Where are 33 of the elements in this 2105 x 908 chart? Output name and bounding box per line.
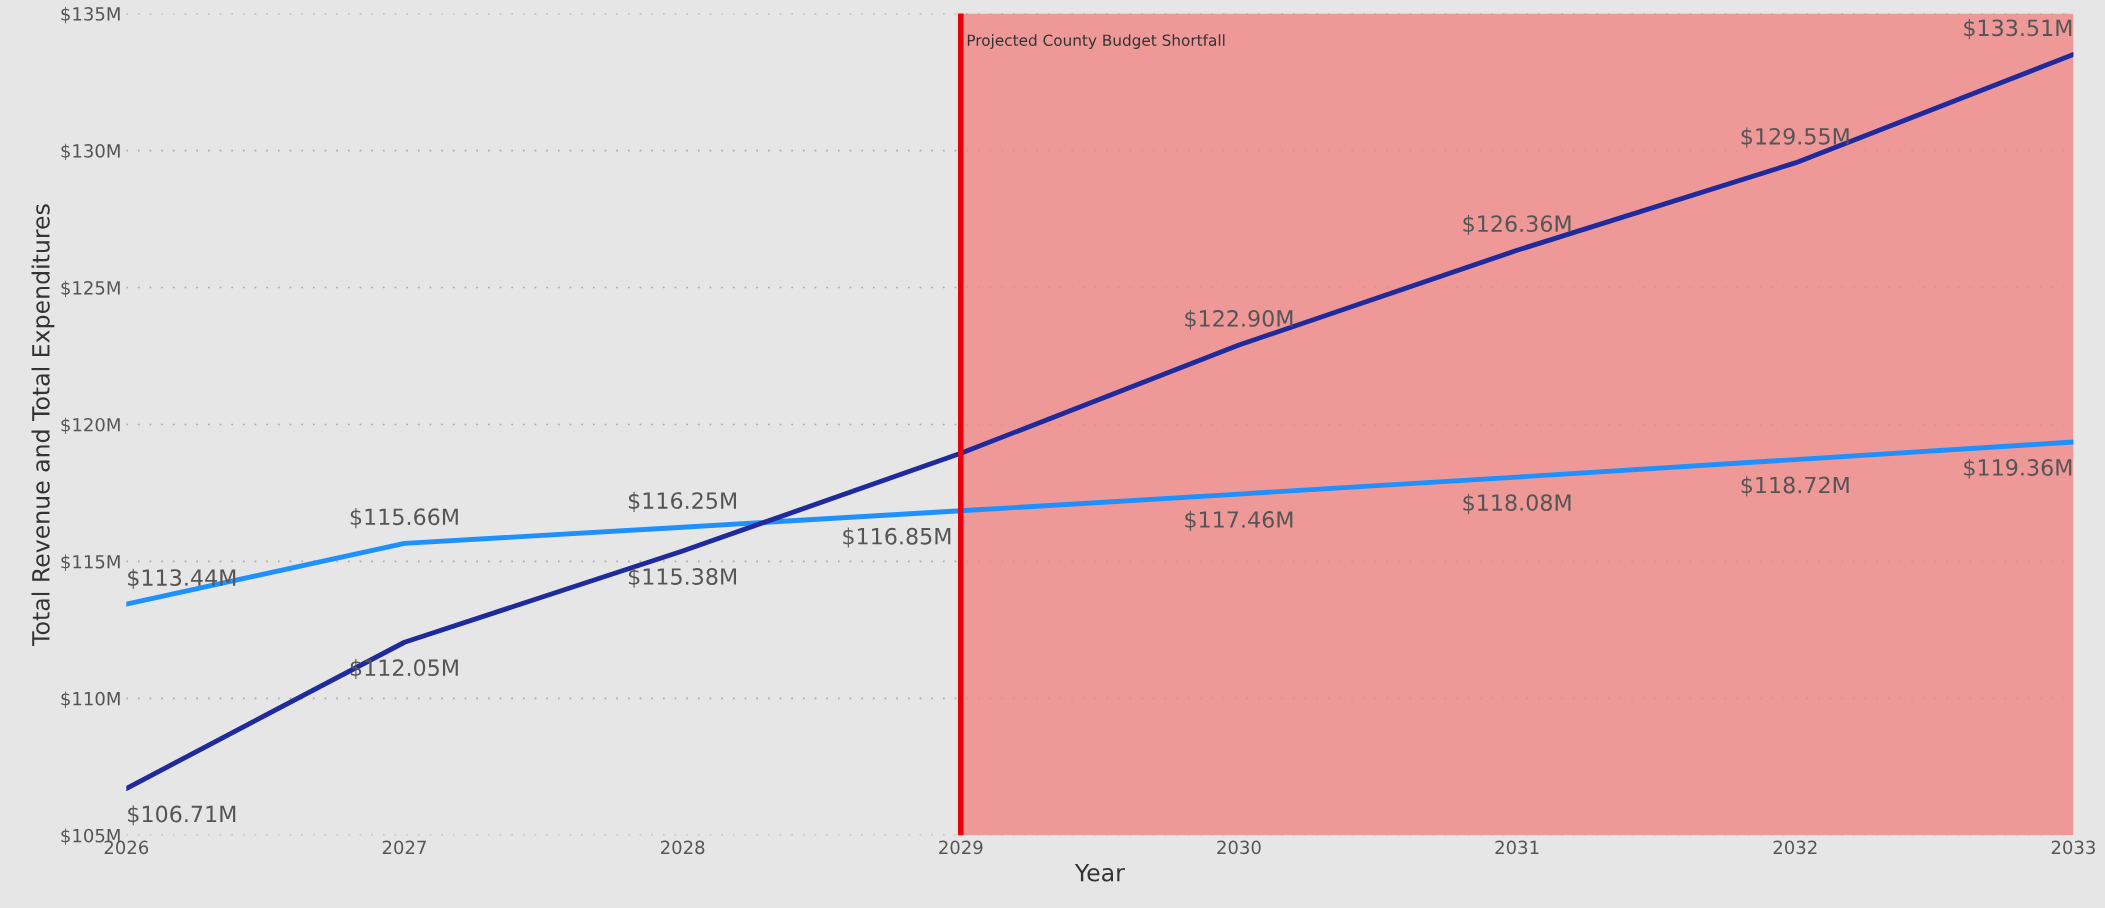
y-tick-label: $120M <box>61 417 120 434</box>
x-axis-title: Year <box>1074 863 1125 882</box>
y-axis-title: Total Revenue and Total Expenditures <box>31 204 55 646</box>
data-label: $126.36M <box>1463 214 1571 236</box>
x-tick-label: 2033 <box>2051 840 2095 855</box>
y-tick-label: $135M <box>61 6 120 24</box>
y-tick-label: $125M <box>61 280 120 298</box>
x-tick-label: 2028 <box>660 840 705 855</box>
data-label: $133.51M <box>1964 19 2072 40</box>
data-label: $118.72M <box>1741 476 1849 497</box>
x-tick-label: 2029 <box>939 840 983 855</box>
data-label: $115.38M <box>628 567 736 588</box>
data-label: $119.36M <box>1964 458 2072 479</box>
data-label: $113.44M <box>128 568 236 589</box>
data-label: $118.08M <box>1463 493 1571 514</box>
data-label: $129.55M <box>1741 127 1849 148</box>
line-series <box>126 52 2074 791</box>
data-label: $116.85M <box>843 527 951 548</box>
band-label: Projected County Budget Shortfall <box>967 34 1225 49</box>
y-tick-label: $115M <box>61 554 120 571</box>
x-tick-label: 2027 <box>382 840 426 855</box>
data-label: $122.90M <box>1185 309 1293 330</box>
data-label: $112.05M <box>350 658 458 680</box>
line-series <box>126 439 2074 607</box>
data-label: $115.66M <box>350 507 458 529</box>
data-label: $106.71M <box>128 805 236 826</box>
y-tick-label: $110M <box>61 691 120 708</box>
x-tick-label: 2030 <box>1217 840 1261 855</box>
x-tick-label: 2031 <box>1495 840 1539 855</box>
x-tick-label: 2032 <box>1773 840 1817 855</box>
y-tick-label: $130M <box>61 143 120 161</box>
data-label: $116.25M <box>628 491 736 512</box>
data-label: $117.46M <box>1185 510 1293 531</box>
